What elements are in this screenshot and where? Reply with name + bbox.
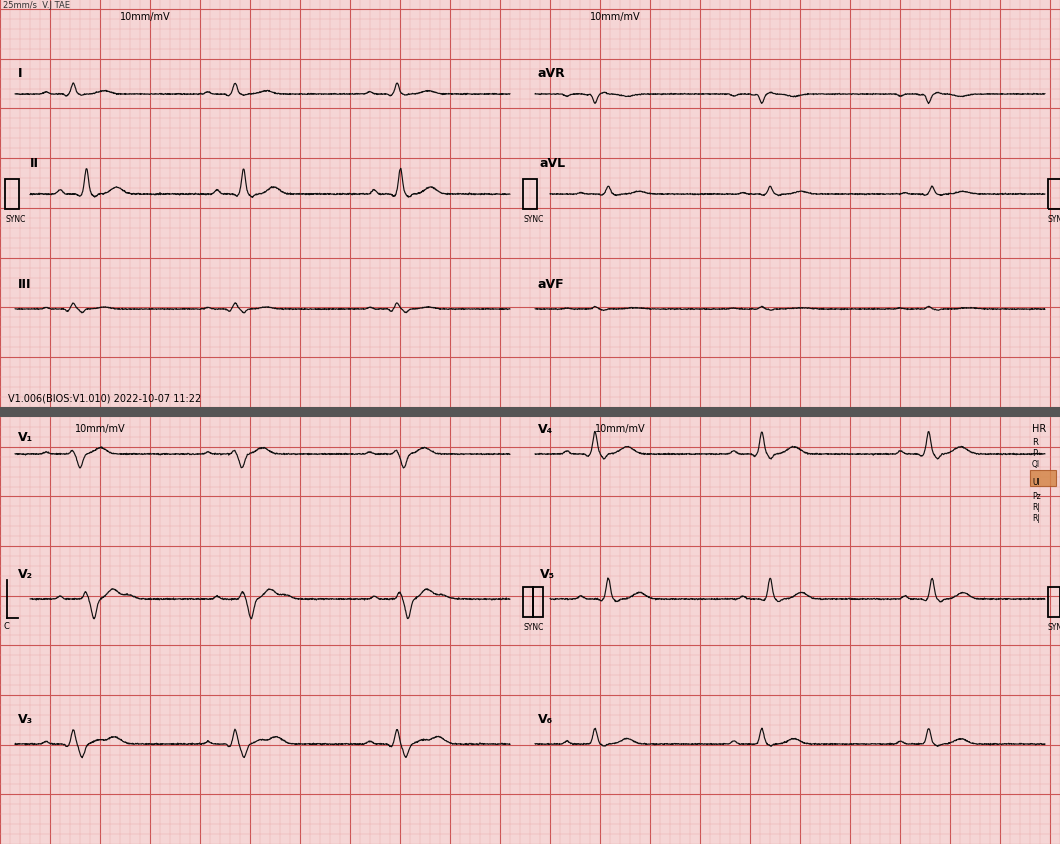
Text: P: P xyxy=(1032,448,1037,457)
Text: 25mm/s  V.J TAE: 25mm/s V.J TAE xyxy=(3,1,70,10)
Text: aVR: aVR xyxy=(538,67,566,80)
Text: HR: HR xyxy=(1032,424,1046,434)
Text: V₁: V₁ xyxy=(18,430,33,443)
Bar xyxy=(1048,180,1060,210)
Text: V₆: V₆ xyxy=(538,712,553,725)
Text: SYNC: SYNC xyxy=(523,622,544,631)
Bar xyxy=(5,180,19,210)
Text: R|: R| xyxy=(1032,513,1040,522)
Text: I: I xyxy=(18,67,22,80)
Bar xyxy=(0,408,1060,418)
Text: R|: R| xyxy=(1032,502,1040,511)
Text: V1.006(BIOS:V1.010) 2022-10-07 11:22: V1.006(BIOS:V1.010) 2022-10-07 11:22 xyxy=(8,393,201,403)
Text: V₂: V₂ xyxy=(18,567,33,581)
Text: 10mm/mV: 10mm/mV xyxy=(75,424,126,434)
Bar xyxy=(1048,587,1060,617)
Text: C: C xyxy=(3,621,8,630)
Text: V₅: V₅ xyxy=(540,567,555,581)
Text: V₄: V₄ xyxy=(538,423,553,436)
Text: QI: QI xyxy=(1032,459,1040,468)
Text: 10mm/mV: 10mm/mV xyxy=(120,12,171,22)
Text: aVF: aVF xyxy=(538,278,565,290)
Text: SYNC: SYNC xyxy=(523,214,544,224)
Text: SYNC: SYNC xyxy=(1048,622,1060,631)
Text: III: III xyxy=(18,278,32,290)
Text: aVL: aVL xyxy=(540,157,566,170)
Text: SYN: SYN xyxy=(1048,214,1060,224)
Bar xyxy=(1030,470,1056,486)
Bar xyxy=(523,587,533,617)
Text: 10mm/mV: 10mm/mV xyxy=(590,12,640,22)
Text: Pz: Pz xyxy=(1032,491,1041,500)
Text: V₃: V₃ xyxy=(18,712,33,725)
Text: SYNC: SYNC xyxy=(5,214,25,224)
Text: R: R xyxy=(1032,437,1038,446)
Bar xyxy=(523,180,537,210)
Text: II: II xyxy=(30,157,39,170)
Text: UI: UI xyxy=(1032,478,1040,486)
Bar xyxy=(533,587,543,617)
Text: 10mm/mV: 10mm/mV xyxy=(595,424,646,434)
